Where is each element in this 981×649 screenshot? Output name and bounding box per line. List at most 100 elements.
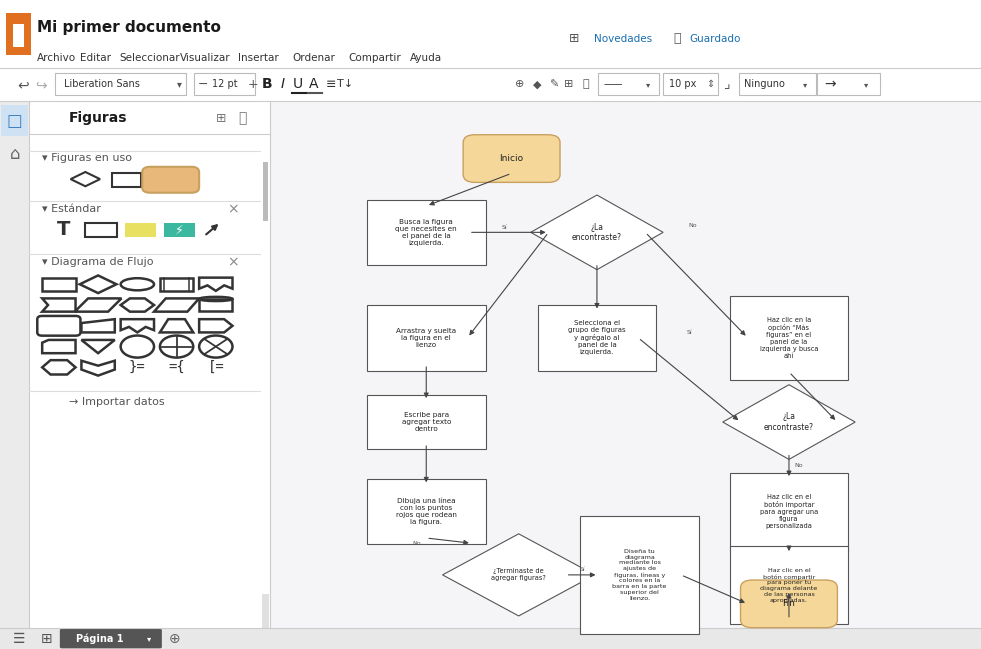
Text: Inicio: Inicio — [499, 154, 524, 163]
Text: ⊕: ⊕ — [169, 631, 181, 646]
Text: ¿Terminaste de
agregar figuras?: ¿Terminaste de agregar figuras? — [491, 569, 546, 582]
FancyBboxPatch shape — [0, 68, 981, 101]
Text: Ninguno: Ninguno — [744, 79, 785, 90]
Text: Guardado: Guardado — [690, 34, 741, 44]
Text: Figuras: Figuras — [69, 111, 128, 125]
FancyBboxPatch shape — [13, 24, 24, 47]
FancyBboxPatch shape — [730, 546, 849, 624]
Text: [=: [= — [207, 360, 225, 374]
Text: ✨: ✨ — [583, 79, 589, 90]
Text: Insertar: Insertar — [238, 53, 280, 64]
Text: ——: —— — [603, 79, 623, 90]
Text: ▾: ▾ — [803, 80, 807, 89]
Text: Busca la figura
que necesites en
el panel de la
izquierda.: Busca la figura que necesites en el pane… — [395, 219, 457, 246]
FancyBboxPatch shape — [160, 278, 193, 291]
Text: T↓: T↓ — [337, 79, 353, 90]
Text: A: A — [309, 77, 319, 92]
FancyBboxPatch shape — [42, 278, 76, 291]
Text: ⌕: ⌕ — [238, 111, 246, 125]
Polygon shape — [442, 534, 594, 616]
FancyBboxPatch shape — [741, 580, 838, 628]
Text: Haz clic en el
botón importar
para agregar una
figura
personalizada: Haz clic en el botón importar para agreg… — [760, 494, 818, 529]
Text: Escribe para
agregar texto
dentro: Escribe para agregar texto dentro — [401, 412, 451, 432]
Text: ▾: ▾ — [645, 80, 649, 89]
Text: Dibuja una línea
con los puntos
rojos que rodean
la figura.: Dibuja una línea con los puntos rojos qu… — [395, 498, 457, 526]
Text: ≡: ≡ — [326, 78, 336, 91]
Text: −: − — [198, 78, 209, 91]
Text: I: I — [281, 77, 284, 92]
Text: Sí: Sí — [579, 567, 585, 572]
Text: ×: × — [227, 202, 238, 216]
FancyBboxPatch shape — [112, 173, 141, 187]
FancyBboxPatch shape — [730, 296, 849, 380]
Text: ¿La
encontraste?: ¿La encontraste? — [572, 223, 622, 242]
Text: Visualizar: Visualizar — [180, 53, 231, 64]
Text: ⊕: ⊕ — [515, 79, 525, 90]
Text: ⌟: ⌟ — [723, 77, 729, 92]
Text: ⊞: ⊞ — [564, 79, 574, 90]
Text: ={: ={ — [168, 360, 185, 374]
Text: Fin: Fin — [783, 600, 796, 608]
FancyBboxPatch shape — [194, 73, 255, 95]
Text: ▾: ▾ — [147, 634, 151, 643]
Text: Sí: Sí — [687, 330, 693, 335]
Text: Seleccionar: Seleccionar — [120, 53, 181, 64]
Text: ▾ Figuras en uso: ▾ Figuras en uso — [42, 153, 132, 164]
Text: Compartir: Compartir — [348, 53, 401, 64]
FancyBboxPatch shape — [538, 305, 656, 371]
Text: ⊞: ⊞ — [216, 112, 226, 125]
Text: 12 pt: 12 pt — [212, 79, 237, 90]
Polygon shape — [531, 195, 663, 270]
FancyBboxPatch shape — [1, 105, 28, 136]
Text: ▾ Estándar: ▾ Estándar — [42, 204, 101, 214]
Text: B: B — [262, 77, 272, 92]
Text: ×: × — [227, 255, 238, 269]
FancyBboxPatch shape — [581, 516, 698, 634]
FancyBboxPatch shape — [598, 73, 659, 95]
Text: Ordenar: Ordenar — [292, 53, 336, 64]
FancyBboxPatch shape — [463, 135, 560, 182]
FancyBboxPatch shape — [37, 316, 80, 336]
Text: Sí: Sí — [501, 225, 507, 230]
Text: ⌂: ⌂ — [10, 145, 20, 164]
Text: No: No — [795, 463, 803, 469]
Polygon shape — [723, 385, 855, 459]
Text: +: + — [247, 78, 258, 91]
FancyBboxPatch shape — [263, 162, 268, 221]
Text: ▾: ▾ — [177, 79, 181, 90]
Text: ⊞: ⊞ — [40, 631, 52, 646]
Text: ⚡: ⚡ — [176, 223, 183, 236]
Text: □: □ — [7, 112, 23, 130]
Text: ◆: ◆ — [534, 79, 542, 90]
FancyBboxPatch shape — [0, 628, 981, 649]
FancyBboxPatch shape — [817, 73, 880, 95]
Text: }=: }= — [129, 360, 146, 374]
Text: No: No — [412, 541, 421, 546]
FancyBboxPatch shape — [6, 13, 31, 55]
FancyBboxPatch shape — [164, 223, 195, 237]
Text: Haz clic en la
opción “Más
figuras” en el
panel de la
izquierda y busca
ahí: Haz clic en la opción “Más figuras” en e… — [759, 317, 818, 359]
FancyBboxPatch shape — [0, 0, 981, 68]
FancyBboxPatch shape — [199, 299, 232, 311]
FancyBboxPatch shape — [739, 73, 816, 95]
FancyBboxPatch shape — [367, 200, 486, 265]
Text: Novedades: Novedades — [594, 34, 651, 44]
Text: ↪: ↪ — [35, 78, 47, 92]
Text: No: No — [689, 223, 697, 228]
FancyBboxPatch shape — [55, 73, 186, 95]
FancyBboxPatch shape — [85, 223, 117, 237]
Text: ⌚: ⌚ — [673, 32, 681, 45]
Text: Ayuda: Ayuda — [410, 53, 442, 64]
FancyBboxPatch shape — [60, 629, 162, 648]
FancyBboxPatch shape — [0, 101, 29, 628]
FancyBboxPatch shape — [29, 101, 270, 628]
Text: Haz clic en el
botón compartir
para poner tu
diagrama delante
de las personas
ap: Haz clic en el botón compartir para pone… — [760, 568, 817, 603]
FancyBboxPatch shape — [270, 101, 981, 628]
FancyBboxPatch shape — [367, 479, 486, 545]
FancyBboxPatch shape — [663, 73, 718, 95]
Text: ✎: ✎ — [548, 79, 558, 90]
Text: ¿La
encontraste?: ¿La encontraste? — [764, 412, 814, 432]
Text: ↩: ↩ — [18, 78, 29, 92]
FancyBboxPatch shape — [730, 472, 849, 550]
Text: Liberation Sans: Liberation Sans — [64, 79, 139, 90]
